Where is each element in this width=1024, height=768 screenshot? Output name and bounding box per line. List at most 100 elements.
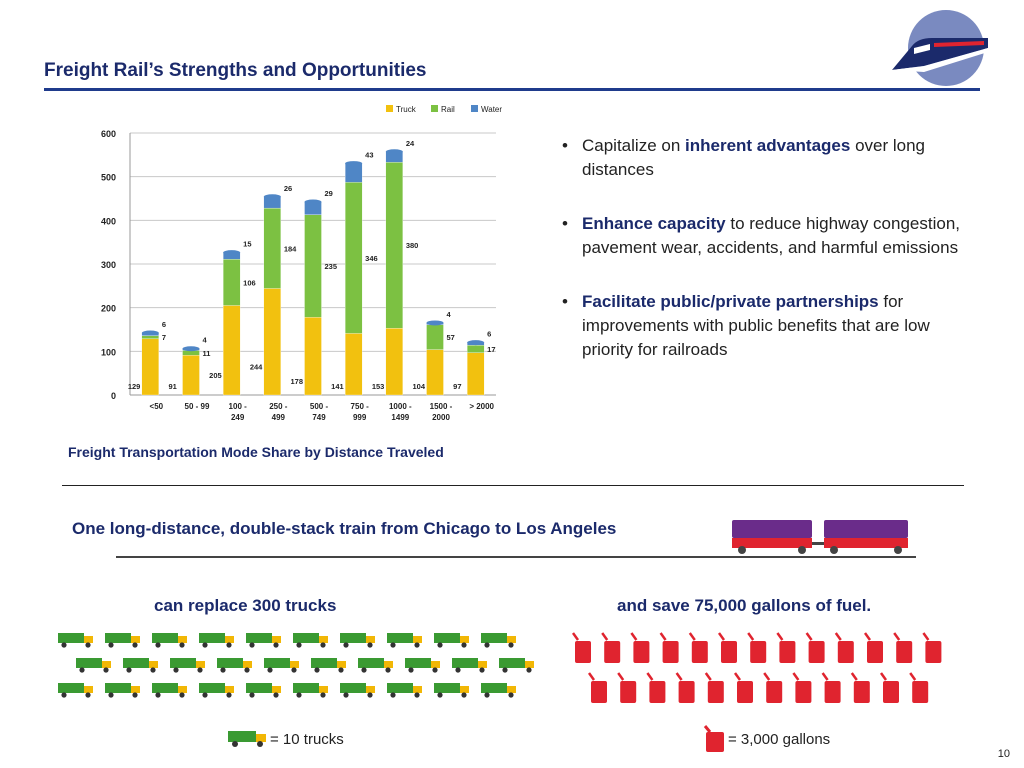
bar-truck — [263, 288, 281, 396]
fuel-can-icon — [850, 672, 870, 703]
fuel-can-icon — [863, 632, 883, 663]
bar-rail — [263, 207, 281, 289]
data-label: 346 — [365, 254, 378, 263]
bar-cap — [467, 340, 485, 346]
truck-icon — [246, 633, 281, 648]
y-tick-label: 600 — [101, 129, 116, 139]
truck-icon — [152, 633, 187, 648]
data-label: 129 — [128, 382, 141, 391]
bar-truck — [141, 338, 159, 396]
legend-swatch — [431, 105, 438, 112]
x-tick-label: 249 — [231, 413, 245, 422]
truck-icon — [434, 633, 469, 648]
fuel-can-icon — [571, 632, 591, 663]
data-label: 7 — [162, 333, 166, 342]
bar-cap — [182, 346, 200, 352]
x-tick-label: 1000 - — [389, 402, 412, 411]
x-tick-label: 499 — [272, 413, 286, 422]
x-tick-label: 1500 - — [430, 402, 453, 411]
truck-icon — [217, 658, 252, 673]
data-label: 4 — [447, 310, 452, 319]
truck-icon — [387, 633, 422, 648]
fuel-can-icon — [659, 632, 679, 663]
train-headline: One long-distance, double-stack train fr… — [72, 519, 617, 538]
truck-icon — [58, 683, 93, 698]
bar-cap — [263, 194, 281, 200]
fuel-can-icon — [688, 632, 708, 663]
bar-truck — [467, 352, 485, 396]
fuel-can-icon — [675, 672, 695, 703]
truck-icon — [76, 658, 111, 673]
trucks-heading: can replace 300 trucks — [154, 596, 337, 615]
bullet-dot: • — [562, 292, 568, 311]
x-tick-label: 2000 — [432, 413, 450, 422]
fuel-can-icon — [646, 672, 666, 703]
truck-icon — [105, 683, 140, 698]
fuel-can-icon — [733, 672, 753, 703]
truck-icon — [152, 683, 187, 698]
bar-rail — [426, 324, 444, 350]
truck-icon — [499, 658, 534, 673]
page-number: 10 — [997, 748, 1010, 760]
y-tick-label: 0 — [111, 391, 116, 401]
truck-icon — [405, 658, 440, 673]
bullet-dot: • — [562, 136, 568, 155]
fuel-can-icon — [922, 632, 942, 663]
fuel-can-icon — [821, 672, 841, 703]
truck-icon — [340, 633, 375, 648]
bar-cap — [345, 161, 363, 167]
truck-icon — [228, 731, 266, 747]
truck-icon — [481, 633, 516, 648]
bar-rail — [304, 214, 322, 318]
truck-icon — [199, 683, 234, 698]
fuel-legend-label: = 3,000 gallons — [728, 731, 831, 748]
fuel-cans-pictogram — [571, 632, 942, 703]
bullet-3: • Facilitate public/private partnerships… — [562, 290, 982, 362]
track-line — [116, 556, 916, 558]
x-tick-label: 999 — [353, 413, 367, 422]
truck-icon — [199, 633, 234, 648]
data-label: 43 — [365, 151, 373, 160]
truck-icon — [340, 683, 375, 698]
fuel-can-icon — [909, 672, 929, 703]
bullet-dot: • — [562, 214, 568, 233]
truck-icon — [387, 683, 422, 698]
fuel-can-icon — [776, 632, 796, 663]
bar-water — [345, 163, 363, 183]
data-label: 4 — [203, 336, 208, 345]
x-tick-label: 1499 — [391, 413, 409, 422]
y-tick-label: 400 — [101, 216, 116, 226]
bar-rail — [467, 345, 485, 353]
data-label: 29 — [325, 189, 333, 198]
data-label: 205 — [209, 371, 222, 380]
bullet-text: Facilitate public/private partnerships f… — [582, 292, 930, 359]
bar-truck — [426, 349, 444, 396]
fuel-can-icon — [805, 632, 825, 663]
data-label: 106 — [243, 278, 256, 287]
section-divider — [62, 485, 964, 486]
data-label: 235 — [325, 262, 338, 271]
data-label: 178 — [291, 377, 304, 386]
fuel-can-icon — [792, 672, 812, 703]
truck-icon — [293, 633, 328, 648]
data-label: 6 — [162, 320, 166, 329]
bar-truck — [385, 328, 403, 396]
data-label: 26 — [284, 184, 292, 193]
data-label: 91 — [169, 382, 177, 391]
fuel-can-icon — [717, 632, 737, 663]
fuel-can-icon — [703, 725, 724, 752]
legend-label: Truck — [396, 105, 417, 114]
y-tick-label: 500 — [101, 173, 116, 183]
x-tick-label: 500 - — [310, 402, 329, 411]
bar-rail — [223, 259, 241, 306]
bar-rail — [385, 162, 403, 329]
legend-swatch — [471, 105, 478, 112]
fuel-can-icon — [601, 632, 621, 663]
bar-truck — [304, 317, 322, 396]
x-tick-label: 50 - 99 — [185, 402, 210, 411]
bar-cap — [304, 199, 322, 205]
truck-icon — [311, 658, 346, 673]
truck-icon — [293, 683, 328, 698]
legend-label: Rail — [441, 105, 455, 114]
y-tick-label: 300 — [101, 260, 116, 270]
